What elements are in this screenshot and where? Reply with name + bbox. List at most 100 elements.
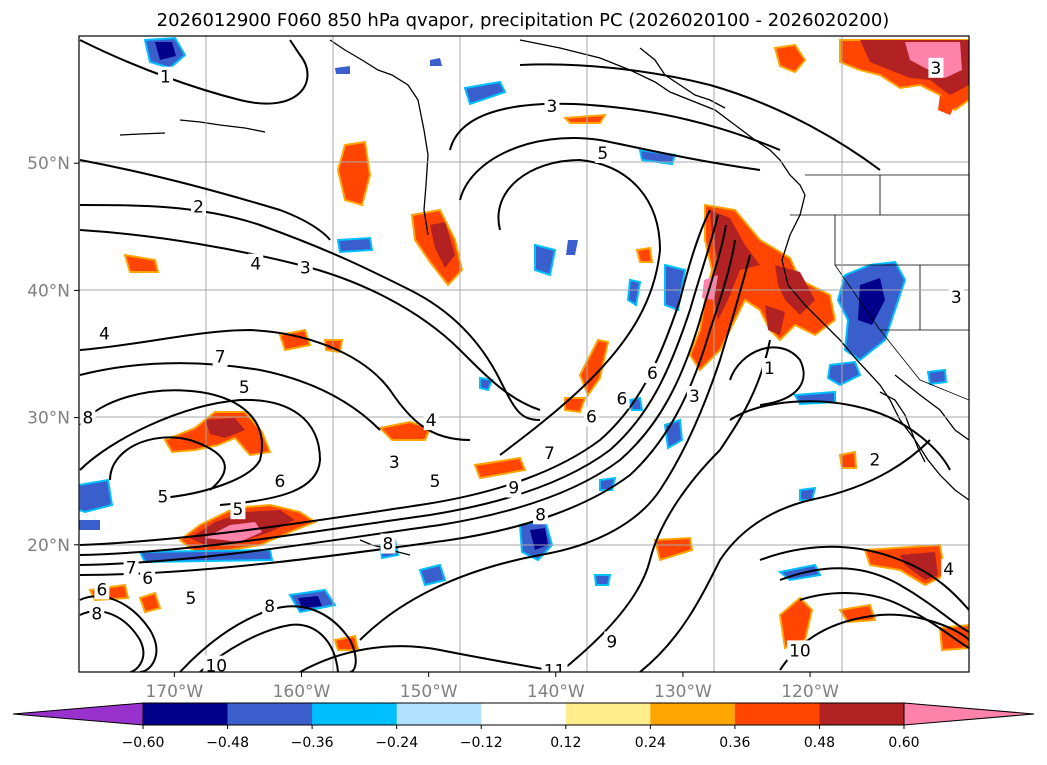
contour-label-bg: [262, 595, 278, 616]
contour-label-bg: [583, 406, 599, 427]
contour-label: 10: [789, 641, 811, 661]
map-background: [79, 36, 969, 672]
contour-label-bg: [230, 499, 246, 520]
contour-label: 8: [535, 505, 546, 525]
contour-label-bg: [506, 477, 522, 498]
contour-label: 11: [544, 662, 566, 682]
contour-label: 5: [185, 589, 196, 609]
lon-tick-label: 130°W: [654, 682, 712, 702]
contour-label-bg: [604, 631, 620, 652]
lon-tick-label: 160°W: [273, 682, 331, 702]
contour-label-bg: [386, 452, 402, 473]
contour-label: 6: [96, 580, 107, 600]
lon-tick-label: 140°W: [527, 682, 585, 702]
colorbar-tick-label: 0.12: [550, 735, 581, 751]
contour-label-bg: [533, 504, 549, 525]
colorbar: −0.60 −0.48 −0.36 −0.24 −0.12 0.12 0.24 0.36 0.4…: [12, 702, 1035, 751]
colorbar-segment: [396, 703, 482, 725]
contour-label-bg: [595, 143, 611, 164]
contour-label: 4: [250, 255, 261, 275]
contour-label: 5: [597, 144, 608, 164]
contour-label: 2: [193, 197, 204, 217]
colorbar-tick-label: 0.48: [804, 735, 835, 751]
colorbar-segment: [565, 703, 651, 725]
contour-label-bg: [761, 357, 777, 378]
contour-label-bg: [248, 253, 264, 274]
contour-label-bg: [191, 196, 207, 217]
colorbar-segment: [819, 703, 905, 725]
colorbar-frame: [142, 702, 905, 726]
contour-label-bg: [157, 66, 173, 87]
contour-label: 3: [951, 288, 962, 308]
lat-tick-label: 50°N: [27, 154, 70, 174]
map-gridlines: [79, 36, 969, 672]
contour-label: 5: [233, 500, 244, 520]
contour-label-bg: [928, 57, 944, 78]
contour-label-bg: [94, 579, 110, 600]
contour-label: 7: [544, 444, 555, 464]
latitude-labels: 20°N 30°N 40°N 50°N: [27, 154, 79, 556]
map-frame: [78, 35, 970, 673]
contour-label: 6: [142, 569, 153, 589]
contour-label-bg: [427, 471, 443, 492]
contour-label-bg: [183, 588, 199, 609]
precipitation-anomaly-shading: [79, 36, 969, 652]
contour-label-bg: [644, 363, 660, 384]
contour-label: 3: [300, 259, 311, 279]
contour-label: 1: [764, 359, 775, 379]
shading-patch: [773, 39, 969, 115]
contour-label: 5: [430, 472, 441, 492]
contour-label-bg: [867, 449, 883, 470]
contour-label-bg: [155, 486, 171, 507]
contour-label: 3: [389, 453, 400, 473]
contour-label: 6: [274, 472, 285, 492]
lat-tick-label: 30°N: [27, 409, 70, 429]
contour-label-bg: [297, 257, 313, 278]
colorbar-tick-label: 0.24: [635, 735, 666, 751]
figure-title: 2026012900 F060 850 hPa qvapor, precipit…: [157, 10, 890, 31]
colorbar-tick-label: −0.24: [375, 735, 418, 751]
contour-label: 8: [82, 409, 93, 429]
colorbar-segment: [734, 703, 820, 725]
colorbar-tick-label: −0.48: [206, 735, 249, 751]
contour-label-bg: [423, 410, 439, 431]
contour-label-bg: [89, 603, 105, 624]
contour-label-bg: [941, 558, 957, 579]
coastlines: [119, 39, 969, 556]
lon-tick-label: 150°W: [400, 682, 458, 702]
contour-label: 3: [689, 387, 700, 407]
contour-label-bg: [123, 557, 139, 578]
shading-patch: [534, 240, 687, 312]
contour-label: 9: [606, 632, 617, 652]
contour-label-bg: [686, 385, 702, 406]
contour-label: 3: [931, 59, 942, 79]
contour-label-bg: [96, 323, 112, 344]
contour-label: 8: [91, 604, 102, 624]
lat-tick-label: 40°N: [27, 281, 70, 301]
contour-label-bg: [544, 95, 560, 116]
colorbar-segment: [650, 703, 736, 725]
lon-tick-label: 170°W: [145, 682, 203, 702]
lon-tick-label: 120°W: [781, 682, 839, 702]
colorbar-tick-label: 0.36: [719, 735, 750, 751]
colorbar-tick-label: −0.36: [291, 735, 334, 751]
colorbar-segment: [227, 703, 313, 725]
contour-label-bg: [140, 567, 156, 588]
shading-patch: [335, 58, 607, 124]
contour-label-bg: [614, 388, 630, 409]
contour-label: 8: [383, 535, 394, 555]
colorbar-tick-label: −0.12: [460, 735, 503, 751]
colorbar-segment: [143, 703, 229, 725]
colorbar-extend-low: [12, 702, 144, 726]
contour-label: 1: [160, 68, 171, 88]
contour-label: 4: [426, 411, 437, 431]
contour-label: 4: [943, 560, 954, 580]
contour-label-bg: [203, 655, 230, 672]
colorbar-extend-high: [903, 702, 1035, 726]
contour-label: 6: [647, 364, 658, 384]
contour-label: 3: [547, 97, 558, 117]
shading-patch: [143, 36, 187, 70]
